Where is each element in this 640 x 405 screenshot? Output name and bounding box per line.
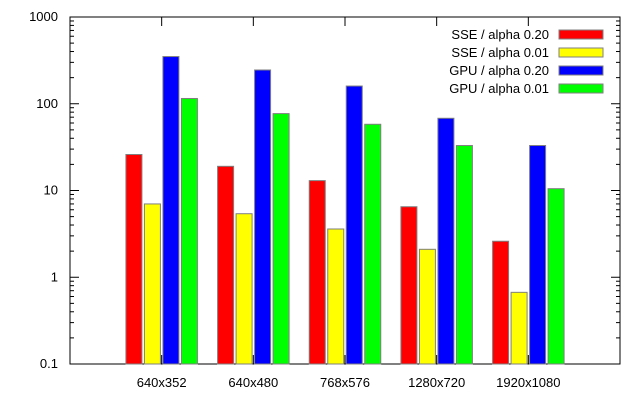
x-axis: 640x352 640x480 768x576 1280x720 1920x1080 — [137, 17, 561, 390]
legend-swatch — [558, 83, 604, 94]
x-tick-label: 640x480 — [228, 375, 278, 390]
bar — [143, 203, 161, 365]
bar — [510, 291, 528, 365]
bar — [327, 228, 345, 365]
x-tick-label: 640x352 — [137, 375, 187, 390]
bars — [125, 56, 565, 365]
y-tick-label: 1 — [51, 269, 58, 284]
bar — [217, 165, 235, 365]
bar — [400, 206, 418, 365]
bar — [308, 180, 326, 365]
legend-swatch — [558, 65, 604, 76]
bar — [125, 154, 143, 365]
y-tick-label: 1000 — [29, 9, 58, 24]
bar — [235, 213, 253, 365]
legend-label: GPU / alpha 0.01 — [449, 81, 549, 96]
bar — [437, 117, 455, 365]
x-tick-label: 768x576 — [320, 375, 370, 390]
legend-swatch — [558, 47, 604, 58]
legend-swatch — [558, 29, 604, 40]
bar — [418, 248, 436, 365]
bar — [455, 145, 473, 365]
legend-label: SSE / alpha 0.20 — [451, 27, 549, 42]
bar — [180, 97, 198, 365]
bar — [547, 188, 565, 365]
bar — [364, 123, 382, 365]
bar — [254, 69, 272, 365]
bar — [162, 56, 180, 365]
y-tick-label: 100 — [36, 96, 58, 111]
y-tick-label: 10 — [44, 183, 58, 198]
y-tick-label: 0.1 — [40, 356, 58, 371]
bar — [272, 113, 290, 365]
legend-label: GPU / alpha 0.20 — [449, 63, 549, 78]
legend-label: SSE / alpha 0.01 — [451, 45, 549, 60]
x-tick-label: 1280x720 — [408, 375, 465, 390]
x-tick-label: 1920x1080 — [496, 375, 560, 390]
bar — [529, 145, 547, 365]
y-axis: 0.1 1 10 100 1000 — [29, 9, 620, 371]
legend: SSE / alpha 0.20 SSE / alpha 0.01 GPU / al… — [449, 27, 604, 96]
bar — [492, 240, 510, 365]
bar — [345, 85, 363, 365]
